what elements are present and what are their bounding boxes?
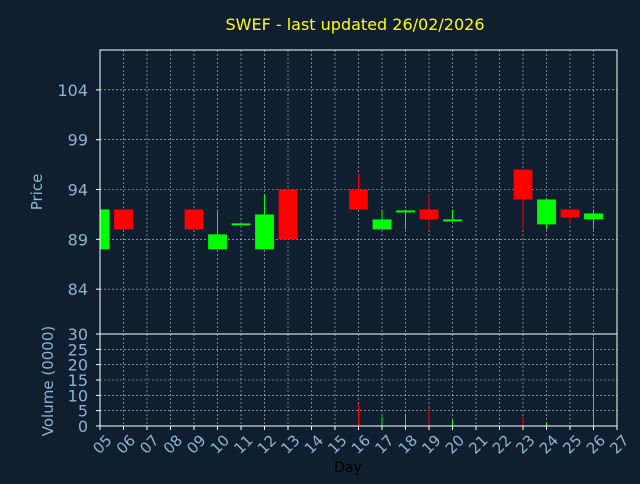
candle-body <box>584 213 603 220</box>
candle-body <box>537 199 556 225</box>
volume-panel-frame <box>99 333 618 427</box>
volume-bars <box>358 337 594 426</box>
candle-body <box>560 209 580 218</box>
candle-body <box>513 169 533 200</box>
candle-body <box>184 209 204 230</box>
candle-body <box>114 209 133 230</box>
volume-tick-label: 20 <box>68 356 88 375</box>
candle-body <box>255 214 274 250</box>
candle-body <box>278 189 298 240</box>
volume-tick-label: 10 <box>68 386 88 405</box>
candle-body <box>443 219 462 222</box>
price-tick-label: 104 <box>57 81 88 100</box>
volume-tick-label: 30 <box>68 325 88 344</box>
volume-axis-label: Volume (0000) <box>39 326 57 436</box>
candle-body <box>100 209 110 250</box>
volume-tick-label: 0 <box>78 417 88 436</box>
candle-body <box>419 209 439 220</box>
candles <box>99 169 603 250</box>
axes <box>99 49 618 427</box>
volume-tick-label: 5 <box>78 402 88 421</box>
price-tick-label: 99 <box>68 131 88 150</box>
candle-body <box>396 210 415 213</box>
price-tick-label: 84 <box>68 280 88 299</box>
price-axis-label: Price <box>28 174 46 211</box>
price-tick-label: 94 <box>68 181 88 200</box>
x-axis-label: Day <box>334 460 362 476</box>
candle-body <box>372 219 392 230</box>
candle-body <box>231 223 251 226</box>
volume-tick-label: 15 <box>68 371 88 390</box>
volume-tick-label: 25 <box>68 340 88 359</box>
price-tick-label: 89 <box>68 230 88 249</box>
candle-body <box>208 234 227 250</box>
chart-title: SWEF - last updated 26/02/2026 <box>225 15 484 34</box>
candle-body <box>349 189 368 210</box>
